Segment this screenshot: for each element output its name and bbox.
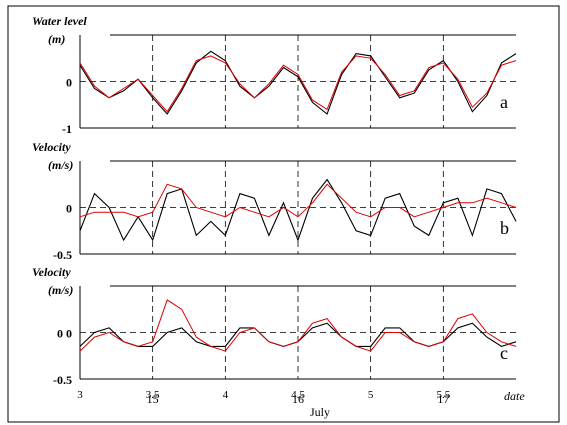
series-observed [79, 299, 517, 352]
y-tick-label: 0 0 [57, 327, 72, 341]
panel-tag: a [500, 92, 508, 112]
y-tick-label: -0.5 [53, 248, 72, 262]
series-observed [79, 183, 517, 218]
x-tick-label: 3 [77, 389, 83, 401]
y-axis-label: Velocity [32, 140, 71, 154]
y-axis-unit: (m/s) [48, 283, 73, 297]
x-tick-label: 5 [368, 389, 374, 401]
y-axis-label: Water level [32, 14, 87, 28]
series-modelled [79, 50, 517, 115]
y-axis-label: Velocity [32, 265, 71, 279]
x-axis-date-label: date [504, 389, 525, 403]
y-axis-unit: (m/s) [48, 158, 73, 172]
x-date-label: 16 [292, 392, 304, 406]
y-tick-label: 0 [66, 202, 72, 216]
x-tick-label: 4.5 [291, 389, 305, 401]
figure-border [7, 5, 560, 423]
y-tick-label: -1 [62, 122, 72, 136]
x-date-label: 15 [147, 392, 159, 406]
series-observed [79, 55, 517, 113]
panel-c: 0 0 -0.5 Velocity (m/s) c 3 3.5 4 4.5 5 5.5 15 16 17 [32, 265, 517, 406]
y-axis-unit: (m) [48, 32, 65, 46]
x-tick-label: 5.5 [436, 389, 450, 401]
x-axis-annotations: date July [310, 389, 525, 419]
panels: 0 -1 Water level (m) a 0 -0.5 Velocity (m/s) b 0 0… [32, 14, 517, 406]
panel-b: 0 -0.5 Velocity (m/s) b [32, 140, 517, 262]
panel-tag: c [500, 343, 508, 363]
x-tick-label: 3.5 [146, 389, 160, 401]
x-axis-month-label: July [310, 405, 330, 419]
y-tick-label: -0.5 [53, 373, 72, 387]
panel-tag: b [500, 218, 509, 238]
panel-a: 0 -1 Water level (m) a [32, 14, 517, 136]
x-date-label: 17 [437, 392, 449, 406]
y-tick-label: 0 [66, 76, 72, 90]
series-modelled [79, 178, 517, 242]
x-tick-label: 4 [223, 389, 229, 401]
